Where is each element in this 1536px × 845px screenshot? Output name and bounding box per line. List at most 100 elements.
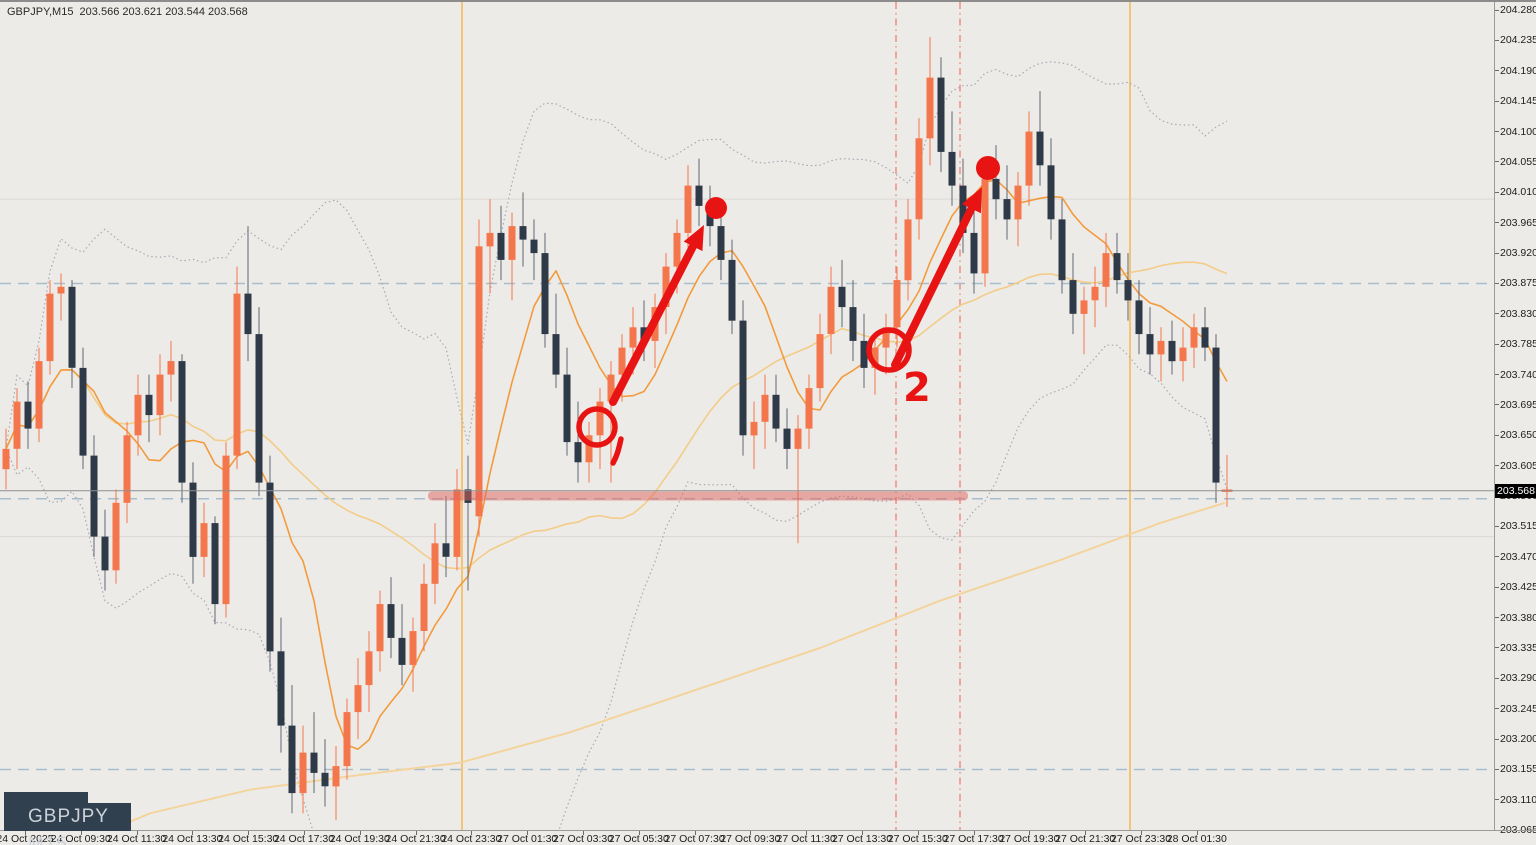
price-axis-tick: [1495, 768, 1499, 770]
time-axis-label: 27 Oct 03:30: [552, 833, 614, 845]
target-dot-2[interactable]: [976, 156, 1000, 180]
hand-mark-2[interactable]: 2: [903, 365, 931, 411]
time-axis-label: 27 Oct 11:30: [776, 833, 836, 845]
price-axis-label: 203.200: [1500, 733, 1536, 746]
watermark-shadow-box: [4, 792, 88, 803]
current-price-value: 203.568: [1497, 484, 1535, 497]
price-axis-label: 203.335: [1500, 641, 1536, 654]
price-axis-label: 203.605: [1500, 459, 1536, 472]
bollinger-bands: [5, 61, 1228, 830]
watermark-label: GBPJPY M15: [28, 806, 109, 845]
time-axis-tick: [136, 831, 138, 835]
price-axis-label: 203.380: [1500, 611, 1536, 624]
time-axis-tick: [25, 831, 26, 835]
time-axis-label: 27 Oct 01:30: [497, 833, 558, 845]
time-axis-label: 27 Oct 23:30: [1110, 833, 1172, 845]
time-axis-label: 24 Oct 11:30: [106, 833, 167, 845]
price-axis-tick: [1495, 677, 1499, 679]
time-axis-label: 27 Oct 07:30: [664, 833, 725, 845]
price-axis-tick: [1495, 738, 1499, 740]
price-axis-label: 204.280: [1500, 4, 1536, 17]
price-axis-tick: [1495, 799, 1499, 801]
price-axis-tick: [1495, 222, 1499, 224]
hand-mark-1[interactable]: [610, 436, 624, 466]
time-axis-tick: [862, 831, 863, 835]
time-axis-tick: [527, 831, 529, 835]
price-axis-label: 203.245: [1500, 702, 1536, 715]
price-axis-label: 203.110: [1500, 793, 1536, 806]
time-axis-tick: [806, 831, 808, 835]
current-price-badge: 203.568: [1495, 483, 1536, 498]
price-axis-tick: [1495, 586, 1499, 588]
price-axis-label: 203.920: [1500, 247, 1536, 260]
time-axis-label: 24 Oct 19:30: [329, 833, 390, 845]
moving-averages: [5, 178, 1228, 830]
price-axis-label: 204.010: [1500, 186, 1536, 199]
time-axis-label: 27 Oct 05:30: [608, 833, 669, 845]
price-axis-tick: [1495, 556, 1499, 558]
time-axis-tick: [471, 831, 473, 835]
time-axis-label: 27 Oct 09:30: [720, 833, 781, 845]
grid-lines: [0, 198, 1494, 538]
price-axis-label: 204.055: [1500, 155, 1536, 168]
entry-circle-2[interactable]: [866, 327, 912, 373]
time-axis-tick: [248, 831, 250, 835]
time-axis-label: 24 Oct 15:30: [218, 833, 279, 845]
price-axis-label: 203.650: [1500, 429, 1536, 442]
session-marker-lines[interactable]: [895, 2, 961, 830]
price-axis-label: 203.470: [1500, 550, 1536, 563]
chart-area[interactable]: 2 GBPJPY,M15 203.566 203.621 203.544 203…: [0, 2, 1494, 845]
time-axis-tick: [1196, 831, 1198, 835]
price-axis-label: 204.145: [1500, 95, 1536, 108]
time-axis-tick: [583, 831, 584, 835]
time-axis-label: 24 Oct 23:30: [441, 833, 502, 845]
day-separator-lines[interactable]: [461, 2, 1131, 830]
time-axis-tick: [415, 831, 417, 835]
price-axis-tick: [1495, 39, 1499, 41]
trend-arrow-1[interactable]: [609, 225, 704, 406]
price-axis-label: 203.740: [1500, 368, 1536, 381]
price-axis-tick: [1495, 161, 1499, 163]
time-axis-tick: [1029, 831, 1031, 835]
time-axis-label: 27 Oct 17:30: [943, 833, 1004, 845]
price-axis-tick: [1495, 708, 1499, 710]
price-axis-label: 203.155: [1500, 763, 1536, 776]
time-axis-tick: [638, 831, 640, 835]
target-dot-1[interactable]: [705, 197, 727, 219]
price-axis-tick: [1495, 252, 1499, 254]
price-axis[interactable]: 203.568 204.280 204.235 204.190 204.145 204.…: [1494, 2, 1536, 836]
price-chart-canvas[interactable]: 2: [0, 2, 1494, 830]
price-axis-tick: [1495, 100, 1499, 102]
price-axis-label: 204.235: [1500, 34, 1536, 47]
price-axis-tick: [1495, 70, 1499, 72]
time-axis-label: 24 Oct 09:30: [50, 833, 111, 845]
time-axis-tick: [80, 831, 82, 835]
price-axis-label: 203.965: [1500, 216, 1536, 229]
price-axis-tick: [1495, 131, 1499, 133]
price-axis-tick: [1495, 343, 1499, 345]
symbol-ohlc-readout: GBPJPY,M15 203.566 203.621 203.544 203.5…: [7, 6, 248, 18]
highlight-zone-marker[interactable]: [428, 491, 968, 501]
price-axis-tick: [1495, 617, 1499, 619]
time-axis-label: 27 Oct 19:30: [999, 833, 1060, 845]
time-axis[interactable]: 24 Oct 2025 24 Oct 09:30 24 Oct 11:30 24 Oc…: [0, 830, 1536, 845]
time-axis-label: 27 Oct 13:30: [831, 833, 893, 845]
time-axis-label: 27 Oct 15:30: [887, 833, 948, 845]
price-axis-tick: [1495, 404, 1499, 406]
price-axis-tick: [1495, 465, 1499, 467]
entry-circle-1[interactable]: [576, 406, 618, 448]
price-axis-tick: [1495, 647, 1499, 649]
price-axis-label: 203.290: [1500, 672, 1536, 685]
price-axis-tick: [1495, 282, 1499, 284]
time-axis-label: 24 Oct 21:30: [385, 833, 446, 845]
price-axis-tick: [1495, 525, 1499, 527]
time-axis-label: 27 Oct 21:30: [1055, 833, 1116, 845]
drawing-annotations[interactable]: 2: [428, 156, 1000, 501]
time-axis-label: 24 Oct 2025: [0, 833, 54, 845]
price-axis-label: 204.100: [1500, 125, 1536, 138]
price-axis-label: 203.830: [1500, 307, 1536, 320]
time-axis-tick: [917, 831, 919, 835]
time-axis-label: 28 Oct 01:30: [1166, 833, 1227, 845]
time-axis-tick: [1141, 831, 1142, 835]
